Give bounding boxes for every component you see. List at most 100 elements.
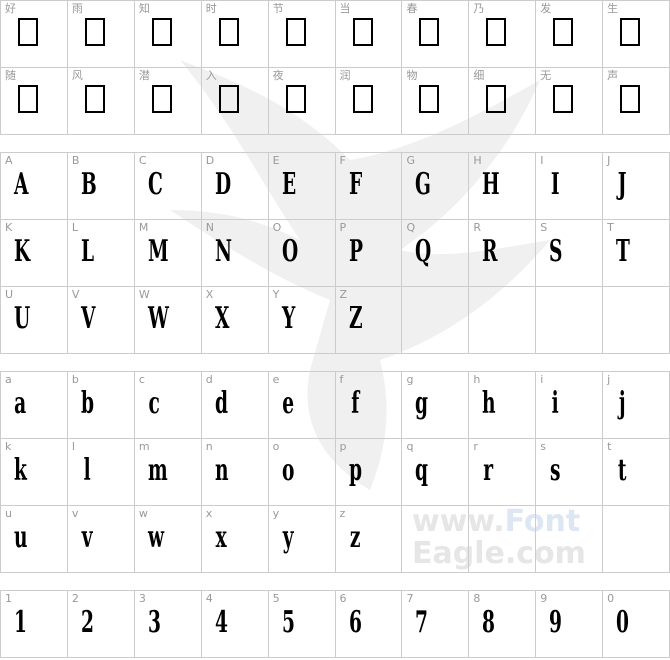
glyph-label: 生 xyxy=(607,2,619,15)
glyph-sample: e xyxy=(281,386,294,421)
glyph-label: h xyxy=(473,373,481,386)
missing-glyph-box-icon xyxy=(84,18,105,46)
glyph-sample: 5 xyxy=(281,605,295,640)
glyph-label: c xyxy=(138,373,145,386)
glyph-label: 风 xyxy=(71,69,83,82)
glyph-label: 好 xyxy=(5,2,16,15)
glyph-sample: x xyxy=(215,520,227,555)
glyph-label: D xyxy=(205,154,215,167)
glyph-cell: 入 xyxy=(202,68,269,134)
glyph-label: P xyxy=(339,221,347,234)
glyph-sample: S xyxy=(549,234,563,269)
glyph-sample: L xyxy=(80,234,94,269)
glyph-cell xyxy=(402,506,470,572)
glyph-sample: K xyxy=(14,234,31,269)
watermark-text: www.Font Eagle.com xyxy=(412,506,662,570)
missing-glyph-box-icon xyxy=(352,85,373,113)
glyph-sample: X xyxy=(214,301,230,336)
glyph-label: 声 xyxy=(607,69,619,82)
glyph-label: H xyxy=(473,154,482,167)
glyph-label: W xyxy=(138,288,150,301)
glyph-label: 节 xyxy=(272,2,284,15)
glyph-cell xyxy=(469,506,537,572)
glyph-cell: 春 xyxy=(402,1,470,67)
glyph-sample: W xyxy=(147,301,169,336)
glyph-sample: F xyxy=(348,167,362,202)
glyph-label: X xyxy=(205,288,214,301)
glyph-cell: 节 xyxy=(269,1,336,67)
glyph-cell xyxy=(603,506,670,572)
glyph-cell: 好 xyxy=(1,1,68,67)
glyph-sample: 8 xyxy=(482,605,496,640)
glyph-label: j xyxy=(607,373,611,386)
glyph-sample: w xyxy=(147,520,164,555)
glyph-label: r xyxy=(473,440,478,453)
glyph-label: 8 xyxy=(473,592,481,605)
missing-glyph-box-icon xyxy=(285,85,306,113)
glyph-cell: 雨 xyxy=(68,1,135,67)
missing-glyph-box-icon xyxy=(620,18,641,46)
glyph-sample: A xyxy=(14,167,29,202)
glyph-sample: 2 xyxy=(80,605,94,640)
glyph-sample: E xyxy=(281,167,296,202)
glyph-sample: t xyxy=(618,453,627,488)
glyph-cell: 当 xyxy=(336,1,403,67)
glyph-label: F xyxy=(339,154,346,167)
glyph-label: 乃 xyxy=(473,2,485,15)
glyph-sample: V xyxy=(80,301,96,336)
watermark-brand: Font xyxy=(504,504,581,539)
glyph-label: 知 xyxy=(138,2,150,15)
glyph-label: 5 xyxy=(272,592,280,605)
glyph-sample: M xyxy=(147,234,169,269)
glyph-label: A xyxy=(5,154,13,167)
glyph-label: 发 xyxy=(540,2,552,15)
glyph-label: k xyxy=(5,440,12,453)
glyph-sample: y xyxy=(282,520,294,555)
missing-glyph-box-icon xyxy=(486,85,507,113)
glyph-sample: g xyxy=(415,386,429,421)
glyph-label: x xyxy=(205,507,213,520)
glyph-label: m xyxy=(138,440,150,453)
glyph-label: f xyxy=(339,373,344,386)
glyph-label: b xyxy=(71,373,79,386)
glyph-sample: 9 xyxy=(549,605,563,640)
glyph-label: y xyxy=(272,507,280,520)
glyph-cell: 乃 xyxy=(469,1,537,67)
glyph-sample: 1 xyxy=(14,605,27,640)
missing-glyph-box-icon xyxy=(419,18,440,46)
glyph-label: Z xyxy=(339,288,348,301)
missing-glyph-box-icon xyxy=(486,18,507,46)
glyph-sample: h xyxy=(482,386,496,421)
glyph-label: 随 xyxy=(5,69,16,82)
